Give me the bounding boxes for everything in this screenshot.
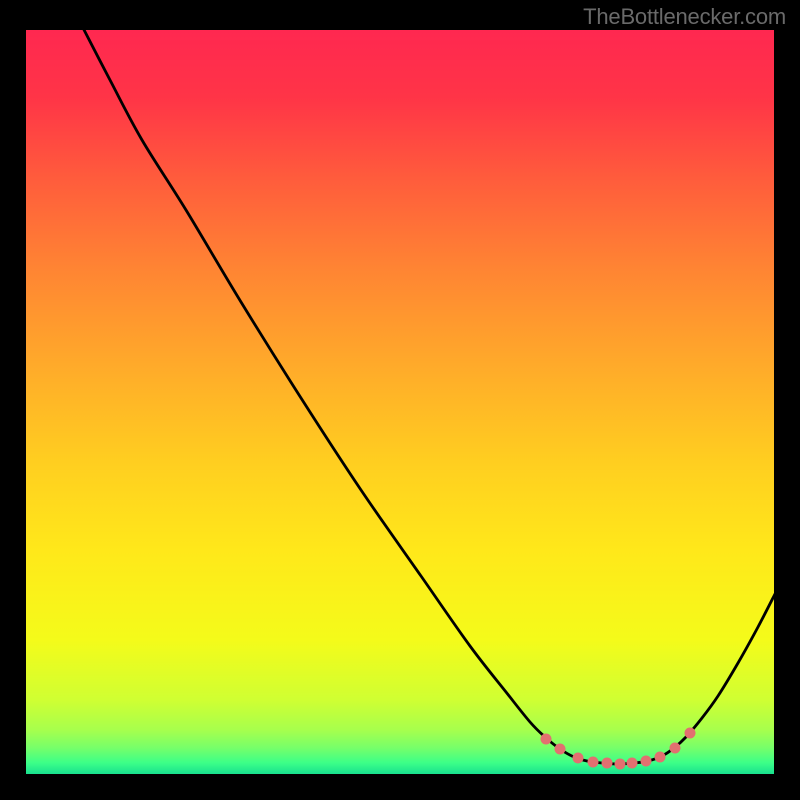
chart-root: TheBottlenecker.com	[0, 0, 800, 800]
plot-area	[26, 30, 774, 774]
attribution-label: TheBottlenecker.com	[583, 4, 786, 30]
optimal-range-markers	[26, 30, 774, 774]
